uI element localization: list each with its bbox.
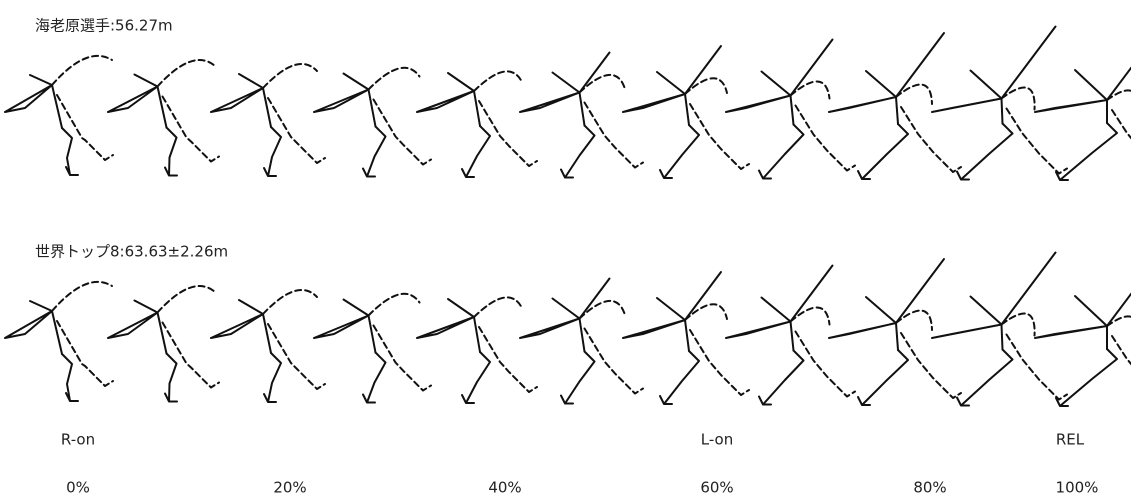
stick-dashed: [158, 60, 215, 86]
stick-solid: [108, 301, 167, 354]
stick-solid: [957, 350, 1013, 406]
stick-solid: [759, 125, 804, 179]
row-title: 海老原選手:56.27m: [35, 17, 173, 35]
stick-dashed: [896, 311, 932, 330]
stick-dashed: [791, 81, 830, 98]
stick-solid: [1056, 349, 1117, 406]
stick-solid: [858, 350, 908, 405]
stick-solid: [561, 352, 595, 404]
stick-solid: [62, 128, 78, 175]
stick-solid: [314, 300, 376, 353]
stick-dashed: [158, 286, 215, 312]
stick-dashed: [1007, 335, 1068, 400]
stick-solid: [726, 72, 794, 125]
stick-solid: [896, 33, 944, 97]
stick-solid: [623, 298, 689, 351]
stick-solid: [580, 279, 610, 319]
stick-solid: [660, 125, 699, 178]
stick-dashed: [263, 290, 317, 314]
stick-dashed: [268, 98, 325, 163]
row-title: 世界トップ8:63.63±2.26m: [35, 243, 228, 261]
stick-dashed: [901, 107, 961, 172]
stick-dashed: [796, 106, 856, 171]
stick-solid: [660, 351, 699, 404]
stick-dashed: [896, 85, 932, 104]
stick-dashed: [474, 71, 522, 91]
stick-solid: [462, 352, 490, 403]
stick-dashed: [791, 307, 830, 324]
percent-label: 60%: [700, 479, 733, 497]
stick-dashed: [796, 332, 856, 397]
stick-solid: [314, 74, 376, 127]
stick-solid: [520, 299, 585, 352]
percent-label: 0%: [66, 479, 90, 497]
stick-solid: [561, 126, 595, 178]
stick-solid: [580, 53, 610, 93]
stick-dashed: [57, 321, 113, 386]
stick-solid: [211, 74, 271, 127]
stick-solid: [211, 300, 271, 353]
phase-label: REL: [1056, 431, 1085, 449]
stick-solid: [685, 272, 721, 320]
stick-solid: [417, 299, 480, 352]
stick-solid: [1107, 246, 1131, 326]
stick-solid: [462, 126, 490, 177]
stick-solid: [957, 124, 1013, 180]
stick-solid: [1107, 20, 1131, 100]
stick-solid: [1035, 296, 1107, 349]
stick-solid: [726, 298, 794, 351]
stick-dashed: [369, 294, 420, 316]
stick-solid: [363, 127, 386, 177]
stick-solid: [165, 354, 177, 402]
stick-solid: [685, 46, 721, 94]
stick-solid: [165, 128, 177, 176]
stick-dashed: [1112, 110, 1131, 175]
stick-solid: [829, 71, 898, 124]
stick-solid: [858, 124, 908, 179]
stick-solid: [759, 351, 804, 405]
stick-figures: [5, 20, 1131, 406]
figure: 海老原選手:56.27m 世界トップ8:63.63±2.26m R-on L-o…: [0, 0, 1131, 497]
stick-dashed: [268, 324, 325, 389]
stick-solid: [1056, 123, 1117, 180]
stick-solid: [264, 127, 281, 176]
stick-solid: [520, 73, 585, 126]
stick-solid: [264, 353, 281, 402]
stick-solid: [623, 72, 689, 125]
stick-dashed: [57, 95, 113, 160]
stick-solid: [1035, 70, 1107, 123]
percent-label: 20%: [273, 479, 306, 497]
phase-label: R-on: [61, 431, 95, 449]
stick-solid: [62, 354, 78, 401]
percent-label: 40%: [488, 479, 521, 497]
stick-solid: [829, 297, 898, 350]
percent-label: 80%: [913, 479, 946, 497]
stick-solid: [932, 71, 1003, 124]
stick-solid: [896, 259, 944, 323]
stick-solid: [417, 73, 480, 126]
stick-dashed: [1007, 109, 1068, 174]
stick-dashed: [474, 297, 522, 317]
phase-label: L-on: [701, 431, 733, 449]
stick-dashed: [263, 64, 317, 88]
percent-label: 100%: [1056, 479, 1099, 497]
stick-solid: [363, 353, 386, 403]
stick-dashed: [52, 56, 112, 85]
stick-dashed: [52, 282, 112, 311]
stick-dashed: [369, 68, 420, 90]
stick-solid: [932, 297, 1003, 350]
stick-dashed: [1112, 336, 1131, 401]
stick-dashed: [901, 333, 961, 398]
stick-solid: [108, 75, 167, 128]
